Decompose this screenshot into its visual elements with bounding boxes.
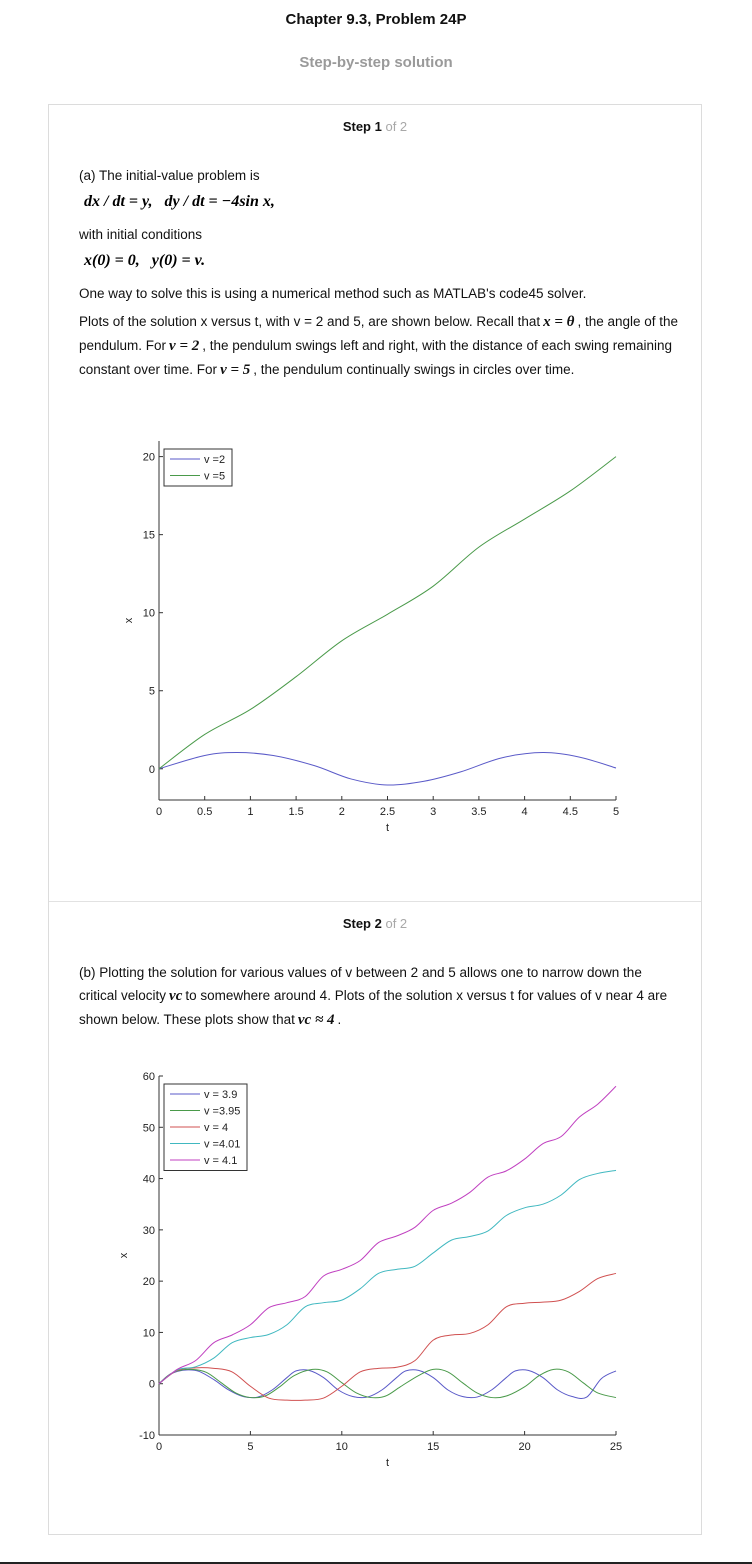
series-line-1 [158, 1369, 617, 1400]
x-tick-label: 1 [247, 806, 253, 818]
y-tick-label: 40 [143, 1174, 155, 1186]
legend-label: v =3.95 [204, 1106, 240, 1118]
legend-label: v =5 [204, 471, 225, 483]
x-axis-label: t [386, 822, 389, 834]
x-tick-label: 25 [610, 1441, 622, 1453]
x-tick-label: 3 [430, 806, 436, 818]
series-line-5 [158, 1085, 617, 1385]
step-1-of: of 2 [385, 119, 408, 134]
step-1-method: One way to solve this is using a numeric… [79, 286, 587, 301]
y-tick-label: 30 [143, 1225, 155, 1237]
y-tick-label: 15 [143, 530, 155, 542]
pendulum-chart-1: 0 0.5 1 1.5 2 2.5 3 3.5 4 4.5 5 0 5 10 15 20 t x v =2 v =5 [123, 441, 619, 834]
x-tick-label: 2 [339, 806, 345, 818]
x-tick-label: 4.5 [563, 806, 578, 818]
inline-equation: vc [169, 988, 183, 1004]
y-tick-label: -10 [139, 1430, 155, 1442]
y-tick-label: 20 [143, 1276, 155, 1288]
step-2-header: Step 2 of 2 [48, 916, 702, 931]
y-tick-label: 5 [149, 686, 155, 698]
equation-system: dx / dt = y, dy / dt = −4sin x, [84, 193, 275, 210]
text: Plots of the solution x versus t, with v… [79, 314, 541, 329]
x-tick-label: 5 [247, 1441, 253, 1453]
step-1-header: Step 1 of 2 [48, 119, 702, 134]
y-tick-label: 20 [143, 452, 155, 464]
text: , the pendulum swings left and right, wi… [79, 338, 673, 377]
y-tick-label: 0 [149, 764, 155, 776]
x-tick-label: 1.5 [288, 806, 303, 818]
x-axis-label: t [386, 1457, 389, 1469]
x-tick-label: 3.5 [471, 806, 486, 818]
inline-equation: v = 5 [220, 362, 251, 378]
text: to somewhere around 4. Plots of the solu… [79, 988, 668, 1027]
x-tick-label: 0 [156, 1441, 162, 1453]
step-1-label: Step 1 [342, 119, 382, 134]
x-tick-label: 15 [427, 1441, 439, 1453]
step-divider [49, 901, 701, 902]
y-axis-label: x [118, 1252, 130, 1258]
x-tick-label: 0 [156, 806, 162, 818]
step-2-of: of 2 [385, 916, 408, 931]
legend-label: v =4.01 [204, 1139, 240, 1151]
inline-equation: x = θ [543, 314, 575, 330]
step-1-intro: (a) The initial-value problem is [79, 168, 260, 183]
x-tick-label: 10 [336, 1441, 348, 1453]
solution-card [48, 104, 702, 1535]
inline-equation: v = 2 [169, 338, 200, 354]
legend-label: v =2 [204, 454, 225, 466]
x-tick-label: 2.5 [380, 806, 395, 818]
bottom-rule [0, 1562, 752, 1564]
series-line-1 [158, 752, 617, 786]
step-1-explanation: Plots of the solution x versus t, with v… [79, 310, 679, 382]
series-line-3 [158, 1272, 617, 1401]
y-tick-label: 10 [143, 608, 155, 620]
text: , the angle of the pendulum. For [79, 314, 679, 353]
y-axis-label: x [123, 617, 135, 623]
y-tick-label: 10 [143, 1327, 155, 1339]
y-tick-label: 60 [143, 1071, 155, 1083]
x-tick-label: 20 [518, 1441, 530, 1453]
step-2-label: Step 2 [342, 916, 382, 931]
x-tick-label: 0.5 [197, 806, 212, 818]
initial-conditions-equation: x(0) = 0, y(0) = v. [84, 252, 206, 269]
y-tick-label: 50 [143, 1122, 155, 1134]
y-tick-label: 0 [149, 1379, 155, 1391]
legend-label: v = 3.9 [204, 1089, 237, 1101]
series-line-2 [158, 456, 617, 770]
step-2-explanation: (b) Plotting the solution for various va… [79, 961, 679, 1032]
page-title: Chapter 9.3, Problem 24P [285, 11, 467, 28]
x-tick-label: 4 [522, 806, 528, 818]
inline-equation: vc ≈ 4 [297, 1012, 335, 1028]
legend-label: v = 4 [204, 1122, 228, 1134]
x-tick-label: 5 [613, 806, 619, 818]
text: . [337, 1012, 342, 1027]
initial-conditions-label: with initial conditions [79, 227, 203, 242]
text: (b) Plotting the solution for various va… [79, 965, 642, 1003]
series-line-4 [158, 1169, 617, 1385]
series-line-2 [158, 1368, 617, 1399]
page-subtitle: Step-by-step solution [299, 54, 453, 71]
text: , the pendulum continually swings in cir… [253, 362, 575, 377]
legend-box [163, 448, 233, 487]
legend-label: v = 4.1 [204, 1155, 237, 1167]
